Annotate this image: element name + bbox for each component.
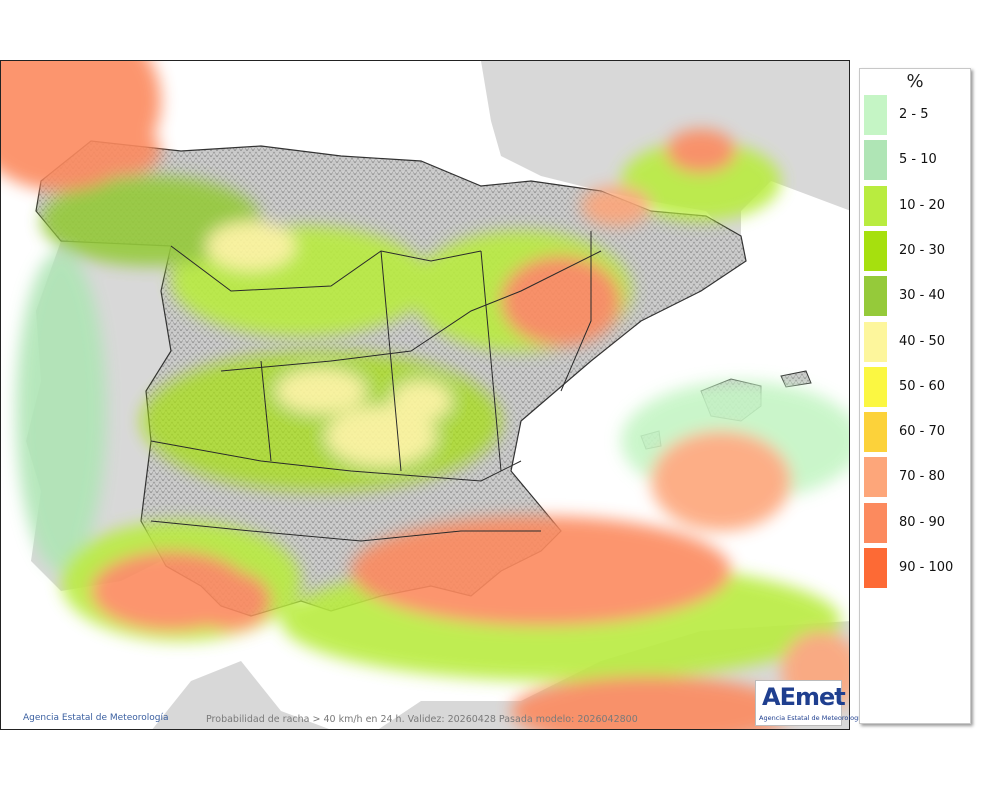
- legend-swatch: [864, 140, 887, 181]
- legend-label: 50 - 60: [899, 378, 946, 394]
- legend-label: 80 - 90: [899, 514, 946, 530]
- legend-label: 2 - 5: [899, 107, 929, 122]
- legend-label: 10 - 20: [899, 197, 946, 213]
- map-credit: Agencia Estatal de Meteorología: [23, 713, 169, 723]
- legend-item: 5 - 10: [864, 140, 968, 181]
- legend-item: 30 - 40: [864, 276, 968, 317]
- legend-label: 20 - 30: [899, 242, 946, 258]
- forecast-map: Agencia Estatal de Meteorología Probabil…: [0, 60, 850, 730]
- legend-item: 90 - 100: [864, 548, 968, 588]
- legend-unit: %: [906, 71, 924, 92]
- legend-item: 80 - 90: [864, 502, 968, 543]
- legend-swatch: [864, 366, 887, 407]
- legend-label: 30 - 40: [899, 288, 946, 304]
- legend-swatch: [864, 412, 887, 453]
- legend-label: 5 - 10: [899, 152, 937, 168]
- legend-swatch: [864, 95, 887, 135]
- legend-label: 70 - 80: [899, 469, 946, 485]
- legend-swatch: [864, 502, 887, 543]
- legend-label: 40 - 50: [899, 333, 946, 349]
- legend-swatch: [864, 276, 887, 317]
- map-graphic: [1, 61, 849, 729]
- legend-item: 20 - 30: [864, 230, 968, 271]
- logo-wordmark: AEmet: [762, 683, 846, 711]
- region-borders: [150, 231, 602, 542]
- aemet-logo: AEmet Agencia Estatal de Meteorología: [755, 680, 864, 726]
- legend-swatch: [864, 548, 887, 588]
- map-caption: Probabilidad de racha > 40 km/h en 24 h.…: [206, 714, 638, 725]
- logo-subtitle: Agencia Estatal de Meteorología: [759, 714, 865, 722]
- legend-swatch: [864, 321, 887, 362]
- probability-overlay: [1, 61, 849, 729]
- legend: % 2 - 5 5 - 10 10 - 20 20 - 30 30 - 40 40 - 5…: [859, 68, 971, 724]
- legend-item: 40 - 50: [864, 321, 968, 362]
- legend-swatch: [864, 457, 887, 498]
- legend-swatch: [864, 185, 887, 226]
- legend-item: 60 - 70: [864, 412, 968, 453]
- legend-label: 60 - 70: [899, 424, 946, 440]
- legend-label: 90 - 100: [899, 560, 954, 575]
- legend-item: 50 - 60: [864, 366, 968, 407]
- legend-item: 10 - 20: [864, 185, 968, 226]
- legend-swatch: [864, 230, 887, 271]
- land-menorca: [780, 370, 812, 388]
- legend-item: 70 - 80: [864, 457, 968, 498]
- legend-item: 2 - 5: [864, 95, 968, 135]
